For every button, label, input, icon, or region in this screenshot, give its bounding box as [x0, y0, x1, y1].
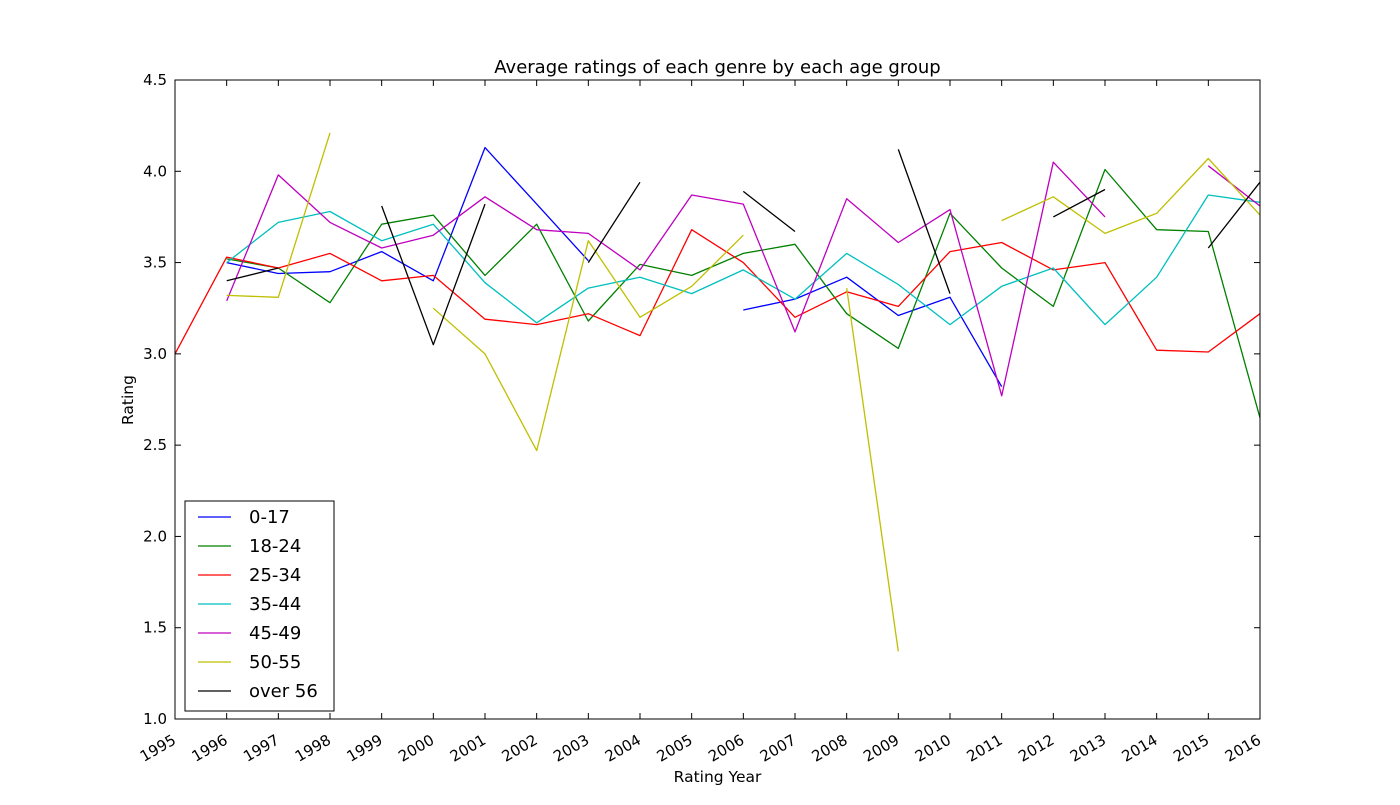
- x-tick-label: 2000: [395, 731, 437, 766]
- legend-label: 0-17: [249, 507, 290, 528]
- x-tick-label: 2013: [1067, 731, 1109, 766]
- series-line-18-24: [226, 168, 1261, 418]
- x-tick-label: 2006: [705, 731, 747, 766]
- x-tick-label: 2007: [757, 731, 799, 766]
- x-tick-label: 2001: [447, 731, 489, 766]
- series-line-over-56: [587, 181, 641, 263]
- x-tick-label: 2009: [860, 731, 902, 766]
- x-tick-label: 2010: [912, 731, 954, 766]
- x-tick-label: 2015: [1170, 731, 1212, 766]
- series-35-44: [226, 194, 1261, 326]
- series-45-49: [226, 161, 1261, 397]
- series-18-24: [226, 168, 1261, 418]
- y-tick-label: 1.5: [143, 619, 167, 637]
- legend-label: 45-49: [249, 623, 301, 644]
- y-tick-label: 3.0: [143, 345, 167, 363]
- series-line-50-55: [432, 234, 744, 452]
- legend-label: 25-34: [249, 565, 301, 586]
- x-tick-label: 2012: [1015, 731, 1057, 766]
- legend-label: 50-55: [249, 652, 301, 673]
- series-line-45-49: [226, 161, 1106, 397]
- x-tick-label: 1998: [292, 731, 334, 766]
- x-tick-label: 1997: [240, 731, 282, 766]
- legend-item: 35-44: [198, 594, 301, 615]
- x-tick-label: 2014: [1119, 731, 1161, 766]
- legend-item: 45-49: [198, 623, 301, 644]
- x-tick-label: 2008: [809, 731, 851, 766]
- series-lines: [174, 132, 1261, 652]
- series-line-over-56: [226, 267, 279, 282]
- y-tick-label: 4.0: [143, 162, 167, 180]
- y-tick-label: 2.5: [143, 436, 167, 454]
- series-50-55: [226, 132, 1261, 652]
- y-tick-label: 4.5: [143, 71, 167, 89]
- series-line-0-17: [743, 276, 1003, 388]
- legend-item: 50-55: [198, 652, 301, 673]
- series-line-50-55: [846, 288, 899, 652]
- x-tick-label: 2016: [1222, 731, 1264, 766]
- series-line-50-55: [1001, 157, 1261, 235]
- legend-item: 0-17: [198, 507, 290, 528]
- x-tick-label: 2005: [654, 731, 696, 766]
- legend-label: 18-24: [249, 536, 301, 557]
- x-tick-label: 2004: [602, 731, 644, 766]
- x-axis-title: Rating Year: [674, 768, 762, 786]
- legend-label: 35-44: [249, 594, 301, 615]
- x-tick-label: 2011: [964, 731, 1006, 766]
- chart-title: Average ratings of each genre by each ag…: [494, 57, 940, 78]
- y-tick-label: 2.0: [143, 527, 167, 545]
- series-line-over-56: [897, 149, 951, 294]
- y-axis-title: Rating: [119, 375, 137, 425]
- series-line-over-56: [381, 203, 486, 346]
- legend-label: over 56: [249, 681, 318, 702]
- legend-item: over 56: [198, 681, 318, 702]
- series-over-56: [226, 149, 1261, 346]
- series-line-25-34: [174, 229, 1261, 355]
- x-tick-label: 2003: [550, 731, 592, 766]
- series-0-17: [226, 146, 1003, 388]
- x-tick-label: 1996: [189, 731, 231, 766]
- x-tick-label: 1995: [137, 731, 179, 766]
- legend: 0-17 18-24 25-34 35-44 45-49 50-55 over 56: [184, 500, 335, 712]
- legend-frame: [184, 500, 335, 712]
- series-line-over-56: [742, 190, 796, 233]
- legend-item: 18-24: [198, 536, 301, 557]
- x-tick-label: 1999: [344, 731, 386, 766]
- y-tick-label: 3.5: [143, 254, 167, 272]
- series-25-34: [174, 229, 1261, 355]
- plot-area-frame: [174, 79, 1261, 720]
- series-line-0-17: [226, 146, 589, 282]
- series-line-50-55: [226, 132, 331, 298]
- x-tick-label: 2002: [499, 731, 541, 766]
- series-line-over-56: [1207, 181, 1261, 249]
- series-line-35-44: [226, 194, 1261, 326]
- legend-item: 25-34: [198, 565, 301, 586]
- series-line-over-56: [1052, 188, 1106, 218]
- y-tick-label: 1.0: [143, 710, 167, 728]
